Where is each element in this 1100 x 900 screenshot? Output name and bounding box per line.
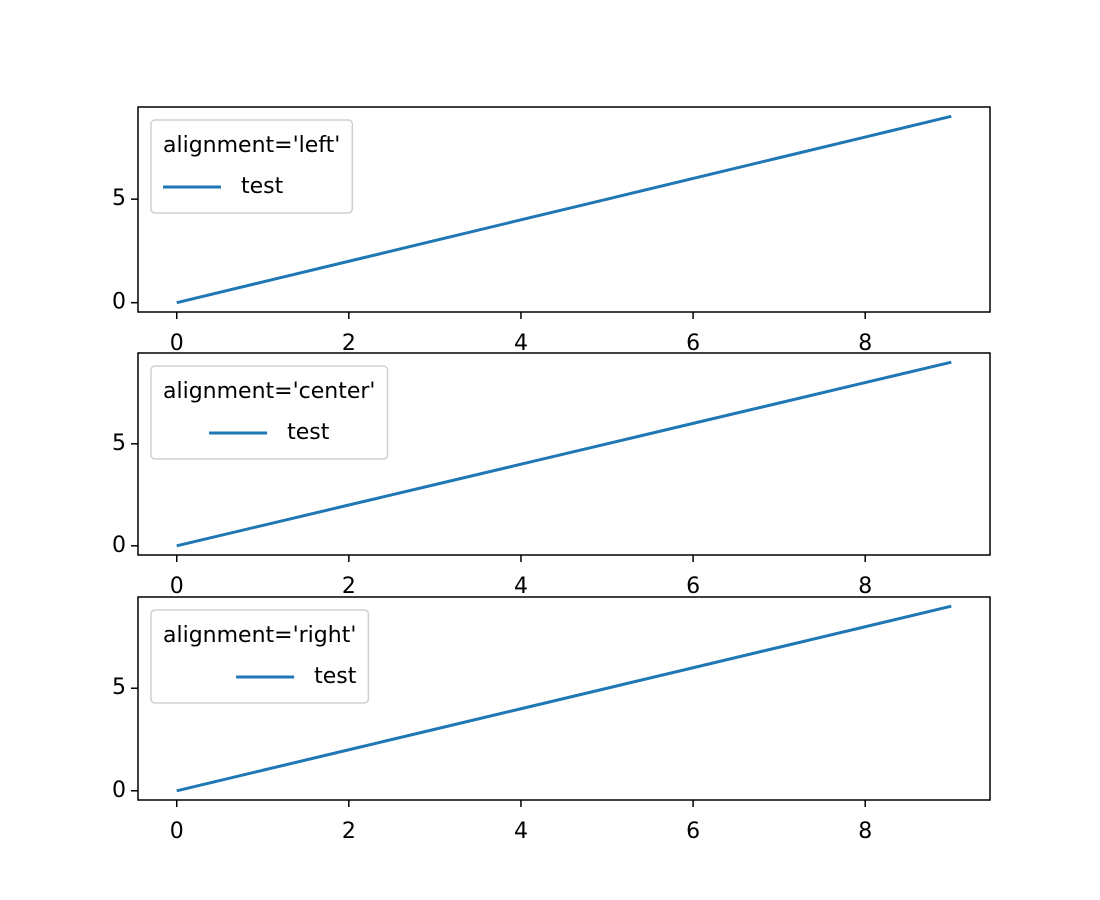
data-line <box>176 114 952 305</box>
y-tick-label: 0 <box>112 778 126 803</box>
y-tick-label: 5 <box>112 431 126 456</box>
x-tick-label: 8 <box>858 574 872 599</box>
x-tick-label: 2 <box>342 819 356 844</box>
legend-box <box>150 119 354 214</box>
axes-frame <box>137 596 991 801</box>
x-tick-label: 4 <box>514 331 528 356</box>
x-tick-label: 0 <box>170 574 184 599</box>
subplot: 0 2 4 6 8 0 5 alignment='left' test <box>112 106 991 356</box>
legend: alignment='center' test <box>150 365 389 460</box>
y-tick-label: 0 <box>112 533 126 558</box>
axes-frame <box>137 106 991 313</box>
legend: alignment='left' test <box>150 119 354 214</box>
legend: alignment='right' test <box>150 609 370 704</box>
legend-box <box>150 609 370 704</box>
x-tick-label: 6 <box>686 574 700 599</box>
x-tick-label: 2 <box>342 331 356 356</box>
x-tick-label: 2 <box>342 574 356 599</box>
subplot: 0 2 4 6 8 0 5 alignment='center' test <box>112 352 991 599</box>
legend-title: alignment='left' <box>163 133 340 158</box>
y-tick-label: 5 <box>112 186 126 211</box>
y-tick-label: 0 <box>112 290 126 315</box>
x-tick-label: 8 <box>858 331 872 356</box>
x-tick-label: 0 <box>170 331 184 356</box>
axes-frame <box>137 352 991 556</box>
legend-title: alignment='center' <box>163 379 375 404</box>
x-tick-label: 6 <box>686 331 700 356</box>
legend-title: alignment='right' <box>163 623 356 648</box>
data-line <box>176 604 952 793</box>
legend-label: test <box>241 174 284 199</box>
legend-label: test <box>287 420 330 445</box>
y-tick-label: 5 <box>112 675 126 700</box>
data-line <box>176 360 952 548</box>
legend-label: test <box>314 664 357 689</box>
x-tick-label: 4 <box>514 574 528 599</box>
subplot: 0 2 4 6 8 0 5 alignment='right' test <box>112 596 991 844</box>
x-tick-label: 0 <box>170 819 184 844</box>
x-tick-label: 8 <box>858 819 872 844</box>
x-tick-label: 6 <box>686 819 700 844</box>
x-tick-label: 4 <box>514 819 528 844</box>
legend-box <box>150 365 389 460</box>
